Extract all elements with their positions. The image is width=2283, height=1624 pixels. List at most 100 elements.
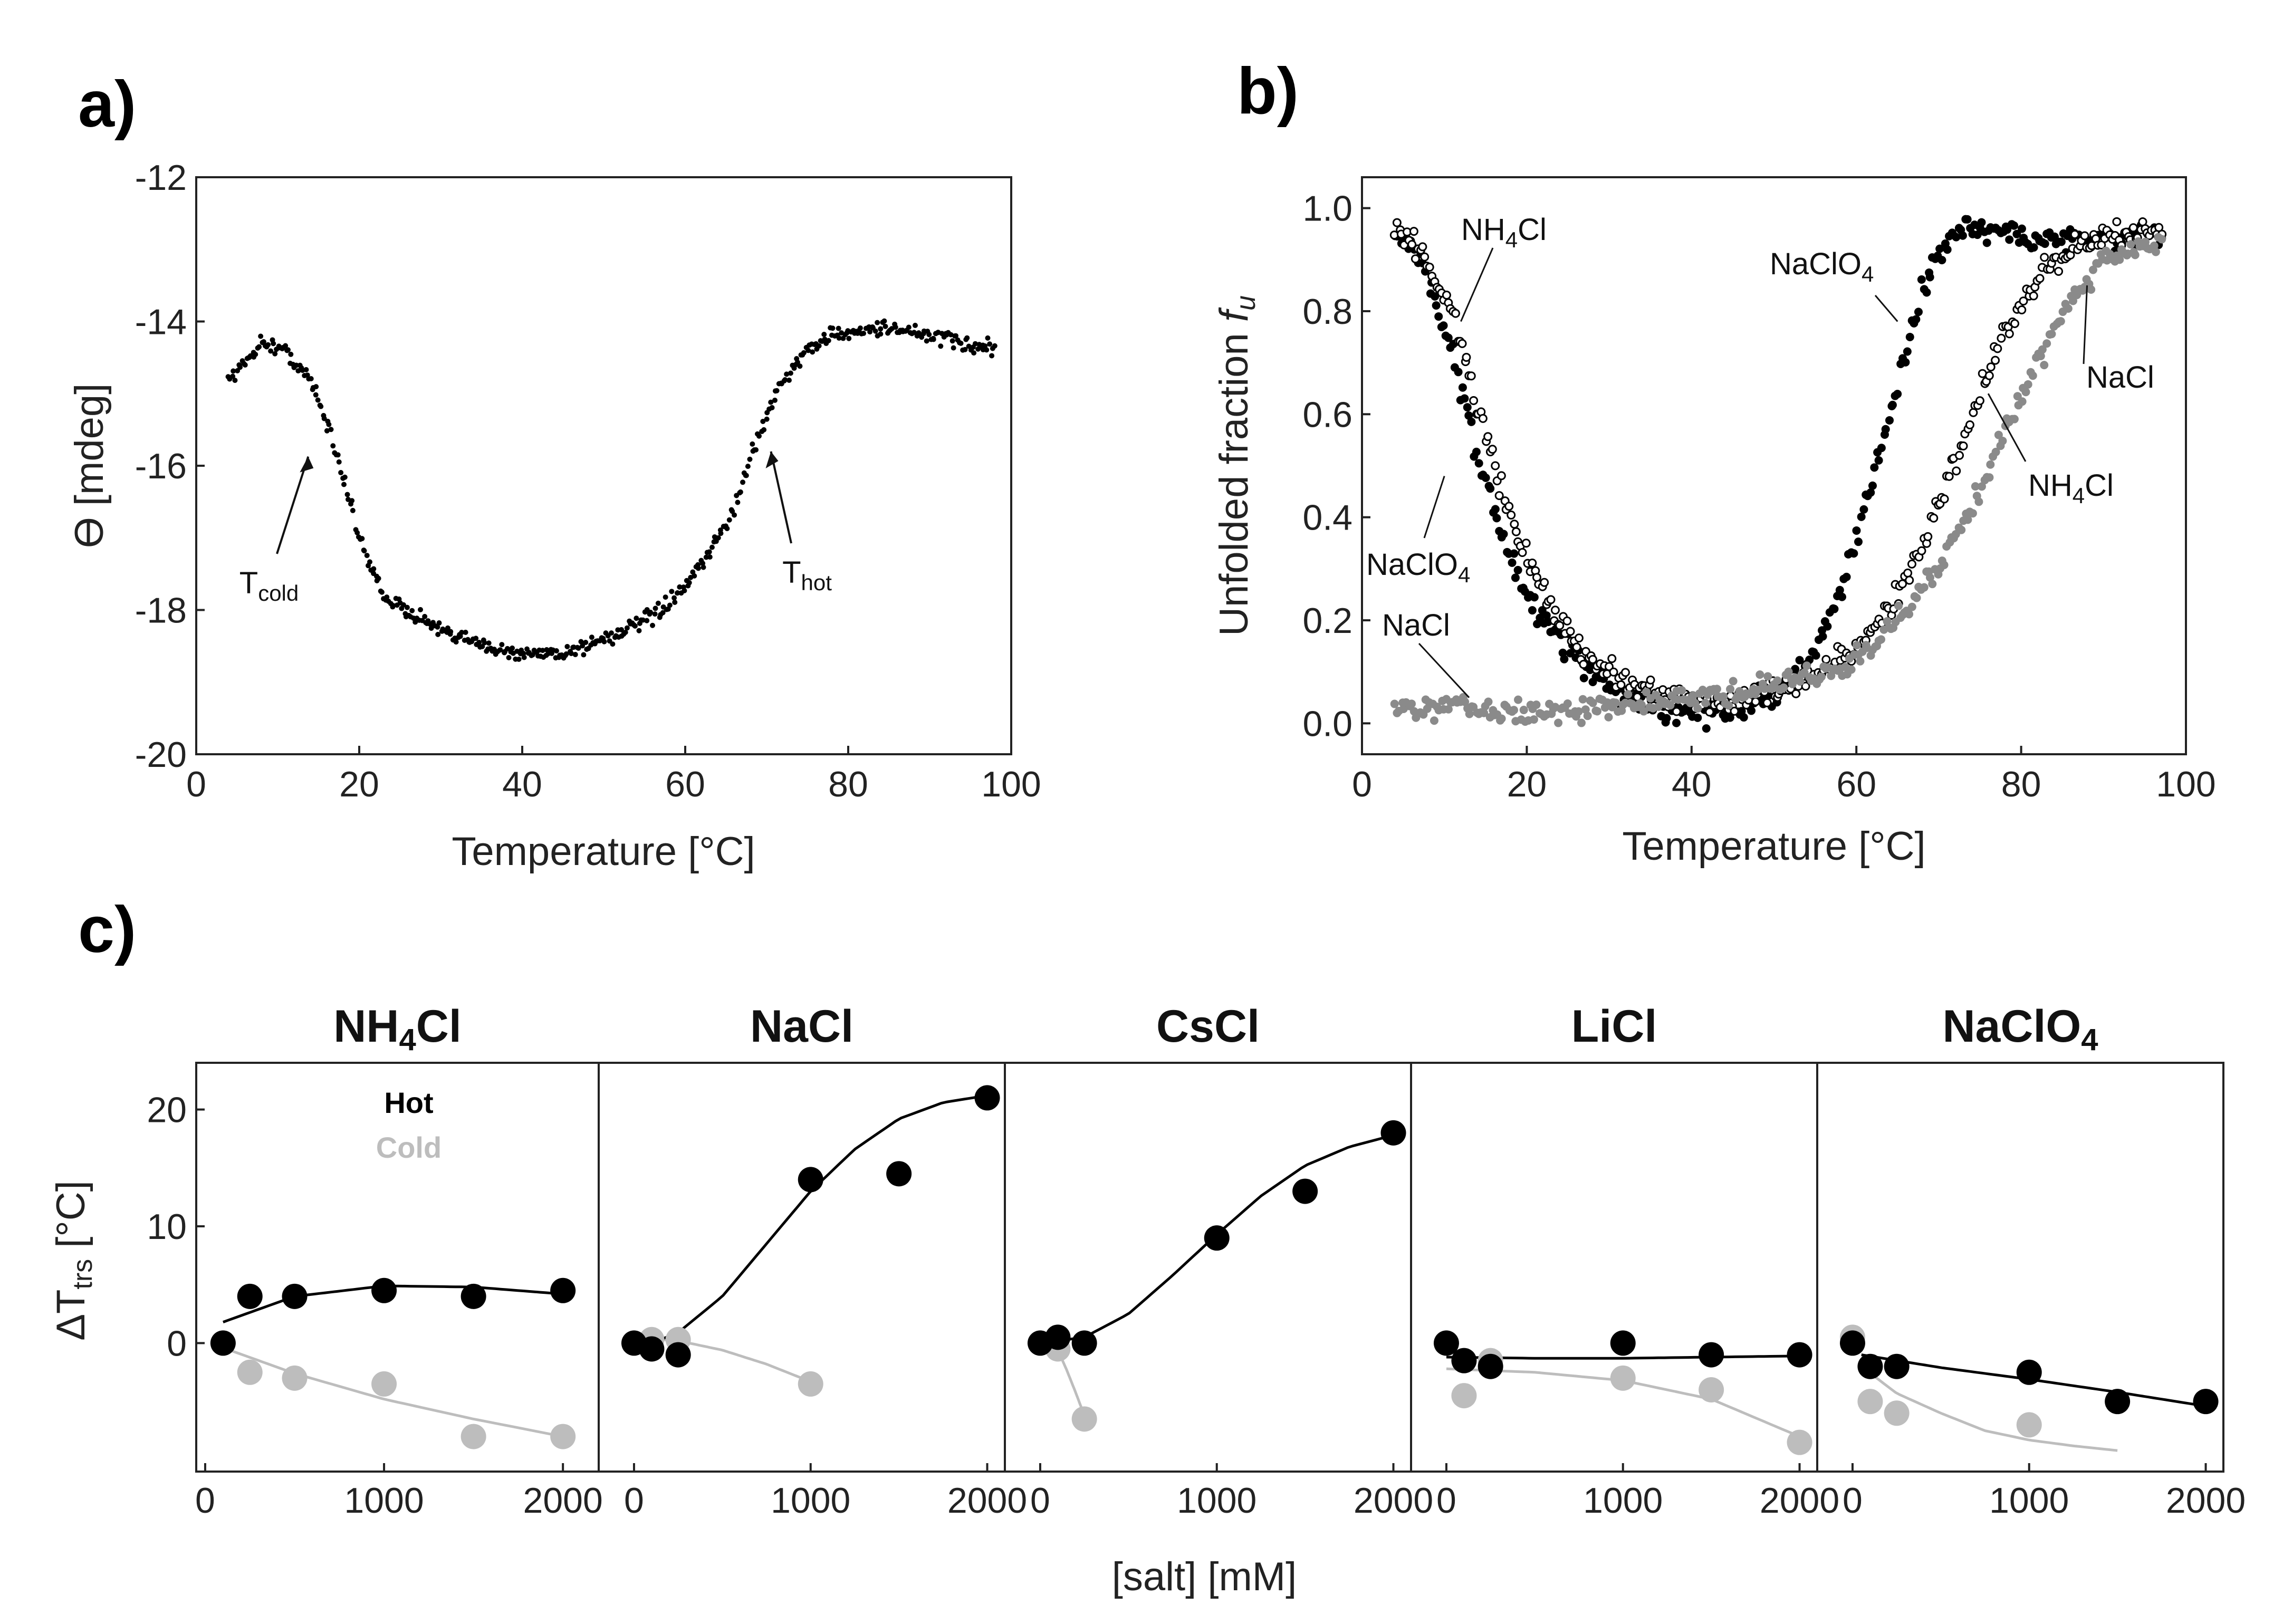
b-point-nh4cl: [1510, 520, 1519, 529]
b-point-naclo4: [1854, 537, 1863, 546]
a-point-cd signal: [784, 371, 790, 377]
a-point-cd signal: [878, 326, 884, 332]
b-point-nacl: [1735, 687, 1744, 696]
b-point-nh4cl: [1491, 461, 1500, 470]
a-point-cd signal: [726, 517, 732, 523]
b-point-naclo4: [1835, 585, 1844, 594]
chart-c-panel-2-xtick-label: 2000: [947, 1481, 1027, 1521]
b-point-nh4cl: [1801, 681, 1810, 691]
b-point-nh4cl: [1952, 466, 1961, 476]
b-point-nacl: [2040, 361, 2049, 370]
a-point-cd signal: [667, 602, 673, 608]
a-point-cd signal: [230, 373, 236, 379]
a-point-cd signal: [840, 335, 846, 341]
b-point-naclo4: [1460, 394, 1469, 403]
chart-c-panel-4-hot-point: [1699, 1342, 1724, 1368]
b-point-naclo4: [1579, 674, 1588, 683]
b-point-nh4cl: [1929, 513, 1939, 523]
a-point-cd signal: [473, 636, 479, 641]
b-point-naclo4: [1464, 411, 1473, 420]
b-point-nacl: [1907, 602, 1916, 611]
a-point-cd signal: [435, 631, 441, 637]
b-point-nacl: [1963, 515, 1972, 524]
chart-c-panel-4-cold-point: [1451, 1383, 1477, 1409]
chart-c-panel-4-xtick-label: 1000: [1583, 1481, 1663, 1521]
a-point-cd signal: [857, 325, 863, 331]
b-point-naclo4: [1881, 425, 1890, 434]
chart-b-ylabel: Unfolded fraction fu: [1212, 295, 1261, 636]
chart-b-ylabel-text: Unfolded fraction: [1212, 333, 1256, 636]
a-ytick-label: -16: [135, 446, 187, 486]
a-point-cd signal: [338, 470, 344, 476]
b-point-nh4cl: [1616, 680, 1626, 689]
b-point-nacl: [1925, 573, 1934, 582]
a-xtick-label: 20: [339, 764, 379, 804]
b-point-nacl: [1588, 698, 1597, 707]
a-point-cd signal: [677, 584, 683, 590]
a-point-cd signal: [926, 332, 932, 338]
b-point-nh4cl: [1466, 371, 1476, 381]
chart-c-panel-3-hot-point: [1292, 1178, 1318, 1204]
b-point-naclo4: [1481, 473, 1490, 482]
b-point-nh4cl: [1442, 291, 1451, 300]
chart-a: 0 20 40 60 80 100 -20 -18 -16 -14 -12 Tcold Thot T…: [67, 158, 1041, 874]
a-point-cd signal: [836, 325, 841, 331]
chart-c-panel-1-hot-point: [210, 1330, 236, 1356]
b-xtick-label: 100: [2156, 764, 2215, 804]
chart-c-panel-5-hot-point: [1839, 1330, 1865, 1356]
panel-label-b: b): [1237, 55, 1299, 128]
b-point-nacl: [1852, 641, 1861, 650]
b-point-naclo4: [1474, 459, 1483, 468]
b-point-nacl: [1430, 716, 1438, 725]
b-point-naclo4: [2017, 224, 2026, 233]
b-point-nacl: [2023, 380, 2032, 389]
chart-c-panel-3: CsCl 0 1000 2000: [1004, 1001, 1433, 1521]
a-point-cd signal: [271, 341, 276, 347]
a-point-cd signal: [743, 473, 749, 478]
a-point-cd signal: [242, 362, 248, 368]
b-point-nacl: [1642, 688, 1651, 697]
a-point-cd signal: [583, 640, 589, 646]
a-point-cd signal: [810, 349, 816, 355]
a-point-cd signal: [575, 645, 581, 651]
b-ytick-label: 0.2: [1302, 601, 1352, 641]
a-point-cd signal: [486, 640, 492, 646]
b-point-naclo4: [1431, 292, 1440, 301]
a-point-cd signal: [315, 397, 321, 403]
chart-c-panel-1-cold-point: [550, 1424, 576, 1449]
a-point-cd signal: [878, 331, 884, 337]
chart-c-panel-1-frame: [195, 1062, 600, 1473]
b-point-nacl: [1974, 497, 1983, 506]
a-point-cd signal: [390, 603, 396, 609]
a-point-cd signal: [972, 341, 978, 347]
b-point-nacl: [2018, 397, 2027, 406]
chart-c-panel-5-frame: [1816, 1062, 2224, 1473]
a-point-cd signal: [774, 388, 780, 393]
b-point-naclo4: [1943, 245, 1952, 254]
a-point-cd signal: [313, 384, 319, 390]
b-point-nh4cl: [1418, 242, 1427, 252]
b-point-naclo4: [1672, 718, 1681, 727]
a-point-cd signal: [962, 347, 968, 352]
chart-c-panel-4-hot-point: [1433, 1330, 1459, 1356]
a-point-cd signal: [753, 447, 759, 453]
b-point-nacl: [1986, 460, 1995, 469]
a-point-cd signal: [964, 335, 970, 341]
a-point-cd signal: [349, 498, 355, 504]
a-point-cd signal: [610, 641, 616, 647]
b-point-nh4cl: [1555, 621, 1565, 630]
b-point-nacl: [1994, 430, 2003, 439]
b-point-nacl: [1689, 691, 1697, 700]
b-point-nh4cl: [1550, 606, 1560, 615]
chart-c-panel-5-cold-point: [2016, 1412, 2042, 1438]
b-point-naclo4: [1903, 347, 1912, 356]
b-point-nh4cl: [1511, 527, 1521, 536]
a-point-cd signal: [794, 359, 800, 365]
chart-c-ytick-label: 0: [167, 1323, 187, 1363]
b-point-nacl: [1977, 482, 1986, 491]
chart-c-panel-4-title: LiCl: [1571, 1001, 1657, 1052]
b-point-nh4cl: [1451, 309, 1460, 318]
a-point-cd signal: [867, 329, 873, 335]
b-point-naclo4: [1542, 611, 1551, 620]
b-point-nh4cl: [1751, 697, 1760, 706]
